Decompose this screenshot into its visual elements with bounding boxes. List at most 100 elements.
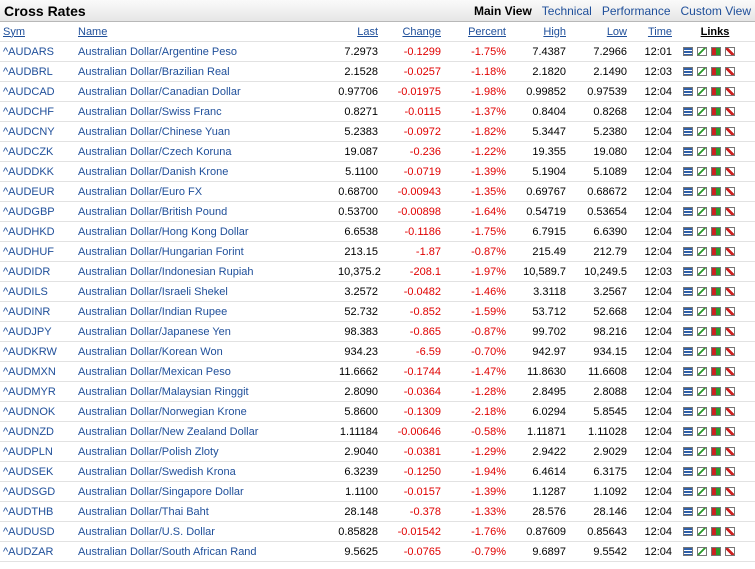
link-icon[interactable]	[683, 47, 693, 57]
link-icon[interactable]	[697, 147, 707, 157]
link-icon[interactable]	[697, 327, 707, 337]
link-icon[interactable]	[683, 347, 693, 357]
link-icon[interactable]	[711, 287, 721, 297]
link-icon[interactable]	[725, 307, 735, 317]
link-icon[interactable]	[711, 227, 721, 237]
name-cell[interactable]: Australian Dollar/Singapore Dollar	[75, 481, 335, 502]
link-icon[interactable]	[697, 247, 707, 257]
link-icon[interactable]	[725, 107, 735, 117]
symbol-cell[interactable]: ^AUDBRL	[0, 61, 75, 82]
link-icon[interactable]	[725, 87, 735, 97]
link-icon[interactable]	[725, 467, 735, 477]
name-cell[interactable]: Australian Dollar/Chinese Yuan	[75, 121, 335, 142]
link-icon[interactable]	[683, 267, 693, 277]
link-icon[interactable]	[697, 67, 707, 77]
link-icon[interactable]	[697, 387, 707, 397]
name-cell[interactable]: Australian Dollar/Brazilian Real	[75, 61, 335, 82]
symbol-cell[interactable]: ^AUDMXN	[0, 361, 75, 382]
link-icon[interactable]	[683, 507, 693, 517]
link-icon[interactable]	[725, 487, 735, 497]
link-icon[interactable]	[697, 507, 707, 517]
symbol-cell[interactable]: ^AUDZAR	[0, 541, 75, 562]
link-icon[interactable]	[683, 127, 693, 137]
link-icon[interactable]	[697, 447, 707, 457]
symbol-cell[interactable]: ^AUDNOK	[0, 401, 75, 422]
symbol-cell[interactable]: ^AUDJPY	[0, 321, 75, 342]
link-icon[interactable]	[725, 367, 735, 377]
symbol-cell[interactable]: ^AUDKRW	[0, 341, 75, 362]
symbol-cell[interactable]: ^AUDHUF	[0, 241, 75, 262]
link-icon[interactable]	[683, 67, 693, 77]
link-icon[interactable]	[697, 547, 707, 557]
name-cell[interactable]: Australian Dollar/Mexican Peso	[75, 361, 335, 382]
symbol-cell[interactable]: ^AUDGBP	[0, 201, 75, 222]
view-tab[interactable]: Technical	[541, 3, 592, 18]
symbol-cell[interactable]: ^AUDCHF	[0, 101, 75, 122]
view-tab[interactable]: Performance	[601, 3, 671, 18]
link-icon[interactable]	[711, 347, 721, 357]
link-icon[interactable]	[697, 87, 707, 97]
link-icon[interactable]	[725, 287, 735, 297]
column-header[interactable]: Sym	[0, 22, 75, 42]
name-cell[interactable]: Australian Dollar/Swedish Krona	[75, 461, 335, 482]
link-icon[interactable]	[683, 187, 693, 197]
name-cell[interactable]: Australian Dollar/Danish Krone	[75, 161, 335, 182]
name-cell[interactable]: Australian Dollar/South African Rand	[75, 541, 335, 562]
link-icon[interactable]	[683, 87, 693, 97]
link-icon[interactable]	[711, 507, 721, 517]
name-cell[interactable]: Australian Dollar/U.S. Dollar	[75, 521, 335, 542]
name-cell[interactable]: Australian Dollar/Argentine Peso	[75, 41, 335, 62]
symbol-cell[interactable]: ^AUDTHB	[0, 501, 75, 522]
link-icon[interactable]	[711, 327, 721, 337]
link-icon[interactable]	[711, 127, 721, 137]
symbol-cell[interactable]: ^AUDMYR	[0, 381, 75, 402]
link-icon[interactable]	[711, 207, 721, 217]
link-icon[interactable]	[683, 427, 693, 437]
link-icon[interactable]	[725, 387, 735, 397]
link-icon[interactable]	[725, 47, 735, 57]
link-icon[interactable]	[725, 347, 735, 357]
link-icon[interactable]	[725, 447, 735, 457]
symbol-cell[interactable]: ^AUDPLN	[0, 441, 75, 462]
name-cell[interactable]: Australian Dollar/Korean Won	[75, 341, 335, 362]
name-cell[interactable]: Australian Dollar/Norwegian Krone	[75, 401, 335, 422]
link-icon[interactable]	[697, 287, 707, 297]
link-icon[interactable]	[725, 67, 735, 77]
link-icon[interactable]	[711, 387, 721, 397]
link-icon[interactable]	[711, 427, 721, 437]
column-header[interactable]: Change	[381, 22, 444, 42]
view-tab[interactable]: Custom View	[680, 3, 751, 18]
symbol-cell[interactable]: ^AUDSEK	[0, 461, 75, 482]
link-icon[interactable]	[725, 207, 735, 217]
link-icon[interactable]	[711, 527, 721, 537]
link-icon[interactable]	[683, 527, 693, 537]
link-icon[interactable]	[725, 527, 735, 537]
link-icon[interactable]	[725, 407, 735, 417]
link-icon[interactable]	[711, 167, 721, 177]
link-icon[interactable]	[683, 147, 693, 157]
column-header[interactable]: Time	[630, 22, 675, 42]
link-icon[interactable]	[711, 307, 721, 317]
column-header[interactable]: Name	[75, 22, 335, 42]
link-icon[interactable]	[697, 487, 707, 497]
symbol-cell[interactable]: ^AUDUSD	[0, 521, 75, 542]
link-icon[interactable]	[711, 147, 721, 157]
name-cell[interactable]: Australian Dollar/Canadian Dollar	[75, 81, 335, 102]
link-icon[interactable]	[697, 207, 707, 217]
link-icon[interactable]	[725, 507, 735, 517]
link-icon[interactable]	[697, 47, 707, 57]
link-icon[interactable]	[683, 407, 693, 417]
name-cell[interactable]: Australian Dollar/Malaysian Ringgit	[75, 381, 335, 402]
name-cell[interactable]: Australian Dollar/Euro FX	[75, 181, 335, 202]
link-icon[interactable]	[697, 267, 707, 277]
link-icon[interactable]	[725, 427, 735, 437]
link-icon[interactable]	[725, 167, 735, 177]
link-icon[interactable]	[711, 87, 721, 97]
link-icon[interactable]	[711, 47, 721, 57]
link-icon[interactable]	[711, 367, 721, 377]
name-cell[interactable]: Australian Dollar/Polish Zloty	[75, 441, 335, 462]
symbol-cell[interactable]: ^AUDHKD	[0, 221, 75, 242]
link-icon[interactable]	[711, 547, 721, 557]
name-cell[interactable]: Australian Dollar/Thai Baht	[75, 501, 335, 522]
link-icon[interactable]	[711, 487, 721, 497]
